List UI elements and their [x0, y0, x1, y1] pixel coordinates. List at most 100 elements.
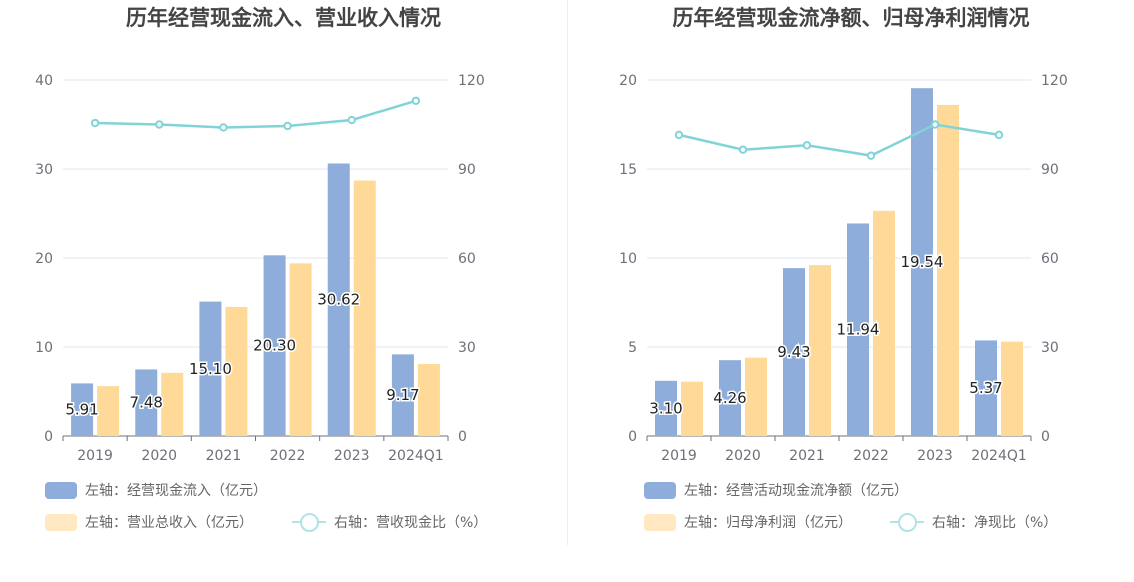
legend-item-net-cash-flow[interactable]: 左轴：经营活动现金流净额（亿元） — [644, 480, 908, 500]
bar-primary[interactable] — [135, 369, 158, 436]
line-point[interactable] — [738, 145, 748, 154]
data-label: 15.10 — [189, 360, 232, 378]
bar-primary[interactable] — [783, 268, 805, 436]
line-point[interactable] — [411, 96, 421, 105]
y-tick-right: 90 — [458, 162, 476, 178]
legend-item-net-profit[interactable]: 左轴：归母净利润（亿元） — [644, 512, 852, 532]
bar-primary[interactable] — [263, 255, 286, 436]
data-label: 11.94 — [837, 321, 880, 339]
x-tick-label: 2022 — [853, 448, 889, 464]
y-tick-right: 120 — [458, 73, 485, 89]
bar-secondary[interactable] — [937, 104, 959, 437]
y-tick-left: 20 — [35, 251, 53, 267]
line-point[interactable] — [866, 151, 876, 160]
y-tick-right: 120 — [1041, 73, 1068, 89]
chart-title: 历年经营现金流净额、归母净利润情况 — [672, 6, 1030, 30]
x-tick-label: 2019 — [661, 448, 697, 464]
bar-primary[interactable] — [199, 301, 222, 436]
y-tick-right: 30 — [458, 340, 476, 356]
bar-secondary[interactable] — [873, 210, 895, 436]
y-tick-left: 10 — [35, 340, 53, 356]
chart-canvas: 0 5 10 15 20 0 30 60 90 120 2019 2020 2021 2022 2023 20… — [619, 73, 1068, 464]
legend-item-revenue[interactable]: 左轴：营业总收入（亿元） — [45, 512, 253, 532]
chart-canvas: 0 10 20 30 40 0 30 60 90 120 2019 2020 2021 2022 2023 2… — [35, 73, 485, 464]
bar-primary[interactable] — [71, 383, 94, 436]
x-tick-label: 2023 — [334, 448, 370, 464]
line-point[interactable] — [283, 121, 292, 131]
y-tick-left: 40 — [35, 73, 53, 89]
y-tick-right: 0 — [458, 429, 467, 445]
bar-secondary[interactable] — [225, 306, 248, 436]
line-series — [95, 99, 417, 129]
chart-panel-left: 历年经营现金流入、营业收入情况 0 10 20 30 40 0 30 60 90 120 2019 2… — [35, 6, 487, 532]
y-tick-left: 0 — [628, 429, 637, 445]
bar-primary[interactable] — [719, 360, 741, 436]
data-label: 30.62 — [317, 291, 360, 309]
y-tick-left: 10 — [619, 251, 637, 267]
data-label: 19.54 — [901, 253, 944, 271]
line-point[interactable] — [347, 115, 356, 125]
line-point[interactable] — [90, 118, 100, 128]
bar-primary[interactable] — [655, 380, 677, 436]
chart-title: 历年经营现金流入、营业收入情况 — [126, 6, 441, 30]
x-tick-label: 2021 — [789, 448, 825, 464]
bar-secondary[interactable] — [353, 180, 376, 436]
line-point[interactable] — [802, 141, 812, 150]
bar-secondary[interactable] — [745, 357, 767, 436]
data-label: 3.10 — [649, 399, 682, 417]
legend-item-cash-inflow[interactable]: 左轴：经营现金流入（亿元） — [45, 480, 267, 500]
panel-divider — [567, 0, 568, 545]
x-tick-label: 2023 — [917, 448, 953, 464]
legend-line-marker-icon — [292, 512, 326, 532]
bar-primary[interactable] — [391, 354, 414, 436]
line-point[interactable] — [994, 130, 1004, 140]
data-label: 7.48 — [130, 394, 163, 412]
data-label: 4.26 — [713, 389, 746, 407]
y-tick-left: 15 — [619, 162, 637, 178]
line-point[interactable] — [674, 130, 684, 140]
bar-secondary[interactable] — [161, 372, 184, 436]
legend-item-cash-ratio[interactable]: 右轴：营收现金比（%） — [292, 512, 487, 532]
x-tick-label: 2022 — [270, 448, 306, 464]
bar-secondary[interactable] — [97, 386, 120, 436]
x-tick-label: 2020 — [725, 448, 761, 464]
legend-label: 左轴：经营现金流入（亿元） — [85, 483, 267, 499]
legend-label: 右轴：净现比（%） — [932, 515, 1058, 531]
x-tick-label: 2019 — [77, 448, 113, 464]
legend-swatch — [644, 481, 676, 499]
legend-label: 右轴：营收现金比（%） — [334, 515, 488, 531]
line-series — [678, 123, 1000, 157]
data-label: 5.37 — [969, 379, 1002, 397]
data-label: 20.30 — [253, 337, 296, 355]
bar-secondary[interactable] — [681, 381, 703, 436]
bar-secondary[interactable] — [809, 265, 831, 436]
y-tick-left: 20 — [619, 73, 637, 89]
bar-primary[interactable] — [847, 223, 869, 436]
x-tick-label: 2021 — [206, 448, 242, 464]
data-label: 9.17 — [386, 386, 419, 404]
bar-secondary[interactable] — [1001, 341, 1023, 436]
y-tick-left: 0 — [44, 429, 53, 445]
y-tick-left: 30 — [35, 162, 53, 178]
line-point[interactable] — [930, 120, 940, 129]
bar-primary[interactable] — [327, 163, 350, 436]
line-point[interactable] — [155, 120, 164, 129]
legend-label: 左轴：营业总收入（亿元） — [85, 515, 253, 531]
legend-item-net-cash-ratio[interactable]: 右轴：净现比（%） — [890, 512, 1057, 532]
x-tick-label: 2020 — [141, 448, 177, 464]
legend-swatch — [644, 513, 676, 531]
legend-label: 左轴：经营活动现金流净额（亿元） — [684, 483, 908, 499]
legend-swatch — [45, 481, 77, 499]
bar-primary[interactable] — [975, 340, 997, 436]
x-tick-label: 2024Q1 — [388, 448, 444, 464]
y-tick-right: 30 — [1041, 340, 1059, 356]
y-tick-right: 0 — [1041, 429, 1050, 445]
x-tick-label: 2024Q1 — [971, 448, 1027, 464]
bar-secondary[interactable] — [417, 363, 440, 436]
line-point[interactable] — [219, 123, 228, 132]
y-tick-right: 60 — [1041, 251, 1059, 267]
data-label: 9.43 — [777, 343, 810, 361]
bar-primary[interactable] — [911, 88, 933, 437]
bar-secondary[interactable] — [289, 263, 312, 436]
y-tick-right: 60 — [458, 251, 476, 267]
